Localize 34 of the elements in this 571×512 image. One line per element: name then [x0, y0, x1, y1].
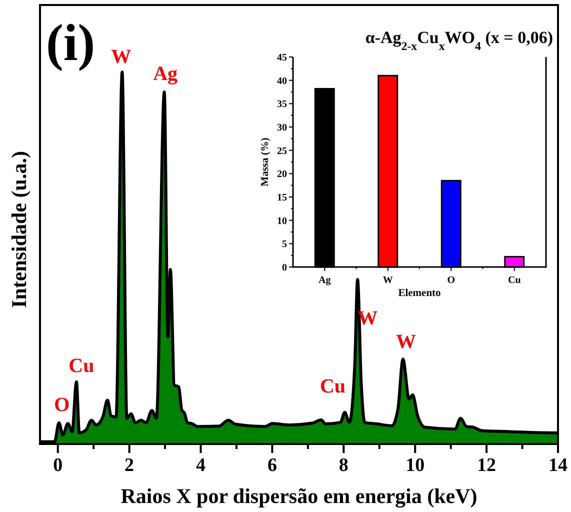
x-tick-label: 2 [124, 455, 134, 476]
y-tick-label: 0 [282, 262, 287, 274]
annotation: Ag [153, 63, 178, 86]
y-tick-label: 15 [277, 192, 287, 204]
y-axis-title: Intensidade (u.a.) [7, 151, 31, 308]
annotation: Cu [68, 354, 94, 377]
x-tick-label: 10 [406, 455, 425, 476]
x-tick-label: W [382, 275, 393, 286]
y-tick-label: 45 [277, 52, 287, 64]
x-tick-label: 0 [53, 455, 63, 476]
y-tick-label: 35 [277, 99, 287, 110]
x-tick-label: O [447, 275, 456, 286]
x-tick-label: 4 [196, 455, 206, 476]
x-axis-title: Raios X por dispersão em energia (keV) [120, 484, 478, 508]
annotation: Cu [320, 375, 346, 398]
x-axis-title: Elemento [398, 288, 441, 299]
y-tick-label: 25 [277, 146, 287, 157]
y-tick-label: 40 [277, 76, 287, 87]
chart-title: α-Ag$_{2-x}$Cu$_{x}$WO$_{4}$ (x = 0,06) [365, 28, 553, 53]
x-tick-label: Ag [318, 275, 331, 286]
y-tick-label: 30 [277, 122, 287, 134]
y-tick-label: 10 [277, 216, 287, 227]
annotation: W [111, 46, 132, 68]
x-tick-label: 12 [477, 455, 496, 476]
annotation: O [54, 394, 70, 416]
x-tick-label: 8 [338, 455, 348, 476]
y-axis-title: Massa (%) [260, 137, 271, 186]
y-tick-label: 5 [282, 239, 287, 250]
annotation: (i) [46, 15, 96, 72]
x-tick-label: 14 [548, 455, 568, 476]
x-tick-label: 6 [267, 455, 277, 476]
y-tick-label: 20 [277, 169, 287, 180]
x-tick-label: Cu [508, 275, 522, 286]
annotation: W [396, 331, 416, 354]
